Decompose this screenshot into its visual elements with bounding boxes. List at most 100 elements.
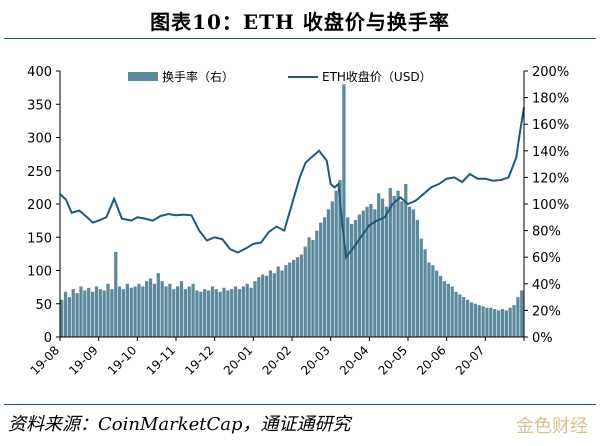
turnover-bar: [137, 283, 141, 337]
turnover-bar: [264, 275, 269, 337]
turnover-bar: [512, 305, 516, 337]
right-tick-label: 120%: [532, 171, 569, 186]
turnover-bar: [508, 307, 512, 337]
turnover-bar: [276, 266, 280, 337]
turnover-bar: [404, 184, 408, 337]
turnover-bar: [322, 217, 327, 337]
right-tick-label: 60%: [532, 251, 561, 266]
right-tick-label: 140%: [532, 145, 569, 160]
turnover-bar: [342, 84, 346, 337]
x-tick-label: 19-11: [144, 343, 179, 378]
turnover-bar: [380, 198, 385, 337]
x-tick-label: 19-12: [182, 343, 217, 378]
turnover-bar: [504, 310, 508, 337]
turnover-bar: [191, 283, 195, 337]
right-tick-label: 180%: [532, 92, 569, 107]
right-tick-label: 20%: [532, 304, 561, 319]
turnover-bar: [67, 297, 71, 337]
turnover-bar: [152, 283, 157, 337]
chart-title: 图表10：ETH 收盘价与换手率: [150, 10, 450, 34]
title-rule: [4, 38, 596, 39]
turnover-bar: [466, 299, 470, 337]
turnover-bar: [334, 190, 338, 337]
turnover-bar: [361, 210, 365, 337]
turnover-bar: [257, 277, 261, 337]
turnover-bar: [442, 281, 447, 337]
turnover-bar: [203, 289, 207, 337]
left-tick-label: 250: [27, 165, 52, 180]
turnover-bar: [125, 283, 129, 337]
turnover-bar: [268, 270, 273, 337]
eth-price-line: [59, 107, 525, 260]
legend-line-label: ETH收盘价（USD）: [322, 69, 432, 84]
turnover-bar: [206, 290, 211, 337]
turnover-bar: [71, 289, 75, 337]
turnover-bar: [303, 246, 307, 337]
turnover-bar: [164, 286, 168, 337]
left-tick-label: 200: [27, 198, 52, 213]
turnover-bar: [187, 286, 191, 337]
turnover-bar: [110, 289, 114, 337]
turnover-bar: [237, 289, 242, 337]
turnover-bar: [315, 230, 319, 337]
turnover-bar: [172, 289, 176, 337]
turnover-bar: [419, 238, 423, 337]
turnover-bar: [118, 286, 122, 337]
x-tick-label: 19-10: [105, 343, 140, 378]
turnover-bar: [60, 299, 64, 337]
turnover-bar: [493, 309, 497, 337]
turnover-bar: [75, 293, 79, 337]
turnover-bar: [83, 290, 87, 337]
turnover-bar: [462, 297, 466, 337]
turnover-bar: [114, 251, 118, 337]
turnover-bar: [241, 286, 245, 337]
turnover-bar: [214, 289, 218, 337]
source-rule: [4, 404, 596, 405]
turnover-bar: [520, 290, 524, 337]
turnover-bar: [195, 290, 199, 337]
turnover-bar: [63, 291, 68, 337]
x-tick-label: 20-07: [453, 343, 488, 378]
turnover-bar: [106, 283, 110, 337]
turnover-bar: [145, 281, 149, 337]
turnover-bar: [377, 193, 381, 337]
turnover-bar: [353, 219, 358, 337]
turnover-bar: [400, 201, 404, 337]
turnover-bar: [330, 201, 334, 337]
turnover-bar: [210, 286, 215, 337]
left-tick-label: 50: [35, 298, 52, 313]
turnover-bar: [365, 206, 369, 337]
turnover-bar: [446, 283, 450, 337]
turnover-bar: [458, 294, 462, 337]
turnover-bar: [168, 283, 172, 337]
turnover-bar: [489, 307, 493, 337]
turnover-bar: [160, 281, 164, 337]
turnover-bar: [156, 273, 160, 337]
turnover-bar: [284, 265, 288, 337]
turnover-bar: [408, 206, 412, 337]
turnover-bar: [311, 239, 315, 337]
left-tick-label: 150: [27, 231, 52, 246]
legend-bar-label: 换手率（右）: [162, 69, 234, 84]
turnover-bar: [94, 286, 99, 337]
turnover-bar: [373, 209, 377, 337]
x-tick-label: 20-06: [414, 343, 449, 378]
turnover-bar: [230, 289, 234, 337]
turnover-bar: [79, 286, 83, 337]
turnover-bar: [222, 287, 226, 337]
x-tick-label: 19-09: [66, 343, 101, 378]
turnover-bar: [384, 206, 389, 337]
turnover-bar: [253, 281, 257, 337]
turnover-bar: [496, 310, 501, 337]
turnover-bar: [346, 217, 350, 337]
turnover-bar: [90, 291, 95, 337]
legend-bar-swatch: [128, 72, 158, 81]
turnover-bar: [326, 209, 331, 337]
x-tick-label: 20-02: [260, 343, 295, 378]
left-tick-label: 300: [27, 132, 52, 147]
source-note: 资料来源：CoinMarketCap，通证通研究: [8, 414, 351, 435]
turnover-bar: [98, 289, 102, 337]
turnover-bar: [234, 286, 238, 337]
turnover-bar: [450, 286, 454, 337]
right-tick-label: 40%: [532, 278, 561, 293]
